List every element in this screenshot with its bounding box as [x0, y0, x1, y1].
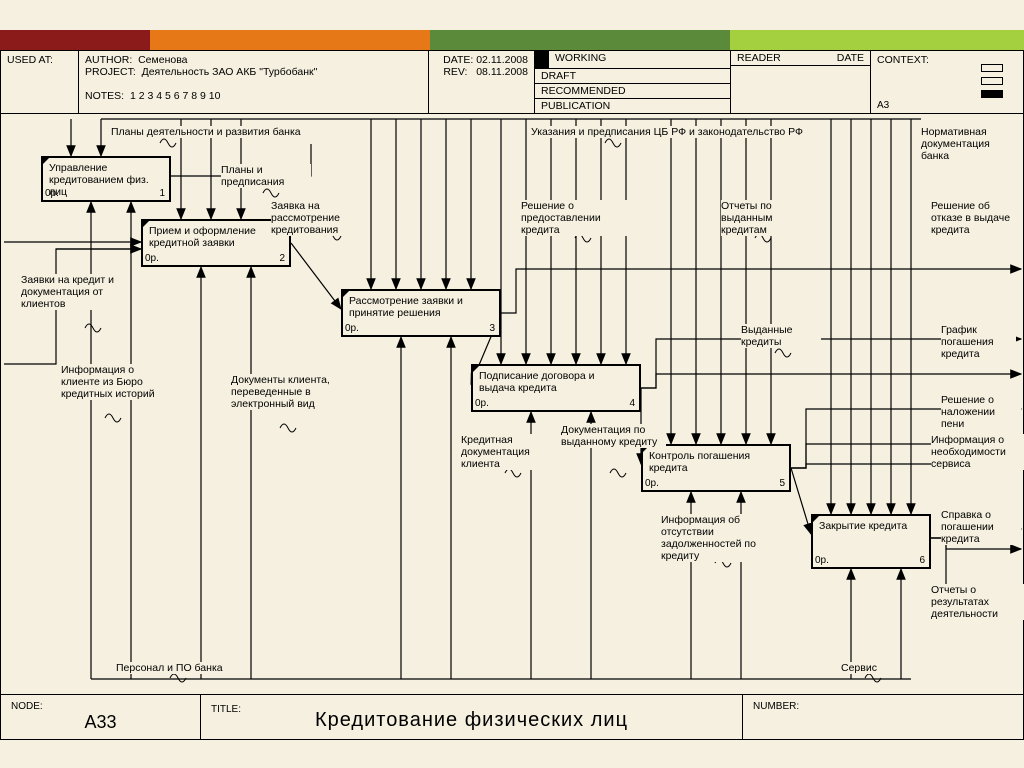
- date2-label: DATE: [837, 52, 864, 64]
- status-working: WORKING: [549, 51, 730, 69]
- reader-label: READER: [737, 52, 781, 64]
- activity-box-3: Рассмотрение заявки и принятие решения0р…: [341, 289, 501, 337]
- arrow-label: Информация о необходимости сервиса: [931, 434, 1024, 470]
- arrow-label: Планы и предписания: [221, 164, 311, 188]
- date-rev-cell: DATE: 02.11.2008 REV: 08.11.2008: [429, 51, 535, 113]
- status-col: WORKING DRAFT RECOMMENDED PUBLICATION: [535, 51, 731, 113]
- used-at-cell: USED AT:: [1, 51, 79, 113]
- status-draft: DRAFT: [535, 69, 730, 84]
- arrow-label: Заявки на кредит и документация от клиен…: [21, 274, 121, 310]
- author-value: Семенова: [138, 54, 187, 66]
- node-cell: NODE: A33: [1, 695, 201, 739]
- arrow-label: Отчеты о результатах деятельности: [931, 584, 1024, 620]
- project-value: Деятельность ЗАО АКБ "Турбобанк": [142, 66, 318, 78]
- arrow-label: Документация по выданному кредиту: [561, 424, 666, 448]
- arrow-label: Заявка на рассмотрение кредитования: [271, 200, 366, 236]
- rev-value: 08.11.2008: [476, 66, 528, 78]
- context-cell: CONTEXT: А3: [871, 51, 1023, 113]
- activity-box-6: Закрытие кредита0р.6: [811, 514, 931, 569]
- notes-value: 1 2 3 4 5 6 7 8 9 10: [130, 90, 221, 102]
- top-color-bars: [0, 30, 1024, 50]
- status-recommended: RECOMMENDED: [535, 84, 730, 99]
- diagram-canvas: Управление кредитованием физ. лиц0р.1 При…: [0, 114, 1024, 695]
- rev-label: REV:: [443, 66, 467, 78]
- activity-box-2: Прием и оформление кредитной заявки0р.2: [141, 219, 291, 267]
- arrow-label: Решение о предоставлении кредита: [521, 200, 631, 236]
- date-value: 02.11.2008: [476, 54, 528, 66]
- arrow-label: Документы клиента, переведенные в электр…: [231, 374, 331, 410]
- arrow-label: Выданные кредиты: [741, 324, 821, 348]
- idef0-footer: NODE: A33 TITLE: Кредитование физических…: [0, 695, 1024, 740]
- arrow-label: Кредитная документация клиента: [461, 434, 556, 470]
- arrow-label: Отчеты по выданным кредитам: [721, 200, 801, 236]
- activity-box-4: Подписание договора и выдача кредита0р.4: [471, 364, 641, 412]
- author-label: AUTHOR:: [85, 54, 132, 66]
- author-project-cell: AUTHOR: Семенова PROJECT: Деятельность З…: [79, 51, 429, 113]
- context-boxes-icon: [981, 63, 1003, 102]
- notes-label: NOTES:: [85, 90, 124, 102]
- arrow-label: Планы деятельности и развития банка: [111, 126, 301, 138]
- context-code: А3: [877, 100, 889, 111]
- node-label: NODE:: [11, 701, 190, 712]
- title-cell: TITLE: Кредитование физических лиц: [201, 695, 743, 739]
- idef0-header: USED AT: AUTHOR: Семенова PROJECT: Деяте…: [0, 50, 1024, 114]
- status-publication: PUBLICATION: [535, 99, 730, 113]
- arrow-label: Указания и предписания ЦБ РФ и законодат…: [531, 126, 803, 138]
- arrow-label: Справка о погашении кредита: [941, 509, 1021, 545]
- date-label: DATE:: [443, 54, 473, 66]
- project-label: PROJECT:: [85, 66, 136, 78]
- arrow-label: Сервис: [841, 662, 877, 674]
- title-value: Кредитование физических лиц: [211, 709, 732, 732]
- activity-box-1: Управление кредитованием физ. лиц0р.1: [41, 156, 171, 202]
- arrow-label: Нормативная документация банка: [921, 126, 1016, 162]
- arrow-label: Решение о наложении пени: [941, 394, 1021, 430]
- title-label: TITLE:: [211, 704, 241, 715]
- arrow-label: Информация об отсутствии задолженностей …: [661, 514, 771, 562]
- number-cell: NUMBER:: [743, 695, 1023, 739]
- arrow-label: Информация о клиенте из Бюро кредитных и…: [61, 364, 156, 400]
- arrow-label: Персонал и ПО банка: [116, 662, 223, 674]
- node-value: A33: [11, 712, 190, 733]
- arrow-label: График погашения кредита: [941, 324, 1016, 360]
- activity-box-5: Контроль погашения кредита0р.5: [641, 444, 791, 492]
- arrow-label: Решение об отказе в выдаче кредита: [931, 200, 1016, 236]
- reader-col: READER DATE: [731, 51, 871, 113]
- context-label: CONTEXT:: [877, 54, 929, 66]
